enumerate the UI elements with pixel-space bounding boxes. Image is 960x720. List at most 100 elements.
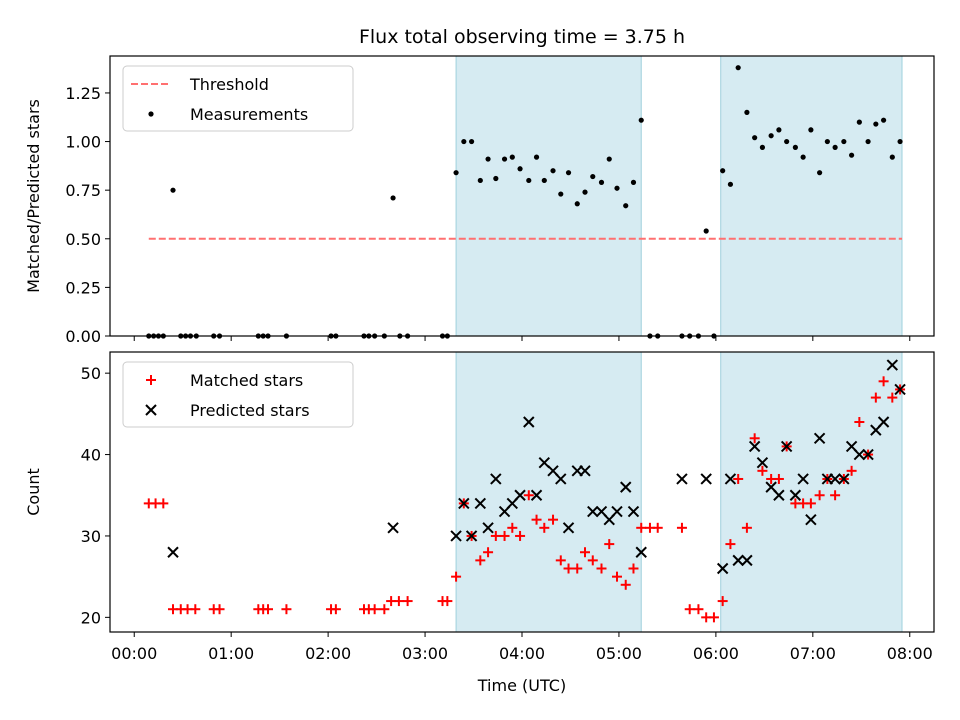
bottom-point-plus-74 [870, 392, 881, 403]
top-point-dot-34 [517, 166, 523, 172]
top-legend-label-1: Measurements [190, 105, 308, 124]
bottom-point-plus-23 [442, 596, 453, 607]
top-point-dot-49 [638, 117, 644, 123]
top-point-dot-68 [808, 127, 814, 133]
top-point-dot-32 [501, 156, 508, 162]
xtick-label-4: 04:00 [499, 644, 545, 663]
bottom-point-x-23 [620, 481, 632, 493]
bottom-point-x-26 [676, 473, 688, 485]
bottom-point-x-30 [732, 554, 744, 567]
top-point-dot-36 [533, 154, 540, 160]
top-point-dot-67 [800, 154, 806, 160]
bottom-point-x-27 [700, 473, 712, 485]
bottom-point-plus-62 [773, 473, 784, 484]
bottom-point-x-40 [813, 432, 826, 444]
legend-handle-matched [146, 375, 156, 385]
bottom-shaded-window-1 [720, 351, 903, 633]
bottom-point-plus-41 [587, 555, 598, 566]
bottom-point-plus-17 [369, 604, 380, 615]
top-point-dot-44 [598, 179, 605, 185]
top-legend-box [122, 65, 354, 132]
top-point-dot-62 [759, 144, 766, 150]
top-point-dot-79 [897, 138, 903, 145]
bottom-point-plus-14 [330, 604, 341, 615]
top-point-dot-30 [485, 156, 491, 162]
legend-handle-predicted [145, 404, 157, 416]
bottom-point-plus-33 [523, 490, 534, 501]
top-point-dot-35 [526, 177, 532, 184]
top-point-dot-45 [606, 156, 612, 162]
bottom-point-plus-29 [490, 530, 501, 541]
bottom-point-plus-47 [636, 522, 647, 533]
top-point-dot-29 [477, 177, 483, 184]
bottom-point-x-29 [724, 473, 737, 485]
bottom-point-x-37 [789, 489, 802, 501]
top-shaded-window-0 [455, 55, 642, 337]
bottom-point-x-5 [474, 497, 487, 510]
bottom-shaded-window-0 [455, 351, 642, 633]
bottom-point-x-12 [530, 489, 543, 501]
bottom-point-plus-50 [676, 522, 687, 533]
top-point-dot-47 [623, 203, 629, 209]
bottom-point-x-13 [538, 456, 551, 469]
top-point-dot-61 [752, 135, 758, 141]
top-point-dot-72 [841, 138, 847, 145]
bottom-point-x-28 [716, 562, 729, 575]
bottom-point-x-10 [514, 489, 526, 501]
xtick-label-1: 01:00 [208, 644, 254, 663]
top-point-dot-69 [817, 170, 823, 176]
top-legend: Threshold Measurements [122, 65, 354, 132]
top-point-dot-74 [856, 119, 862, 125]
xtick-label-7: 07:00 [790, 644, 836, 663]
bottom-point-plus-6 [190, 604, 201, 615]
bottom-point-plus-60 [757, 465, 768, 476]
bottom-point-plus-37 [555, 555, 566, 566]
bottom-point-plus-76 [887, 392, 898, 403]
bottom-point-x-0 [167, 546, 179, 558]
bottom-point-plus-40 [580, 547, 591, 558]
bottom-point-plus-2 [158, 498, 169, 509]
bottom-point-x-33 [756, 456, 769, 469]
bottom-point-plus-36 [548, 514, 559, 525]
top-panel: 0.00 0.25 0.50 0.75 1.00 1.25 Matched/Predicte… [24, 55, 935, 346]
chart-title: Flux total observing time = 3.75 h [359, 26, 685, 48]
bottom-point-x-36 [780, 440, 793, 453]
top-point-dot-63 [768, 133, 774, 139]
bottom-point-plus-18 [379, 604, 390, 615]
bottom-point-x-31 [741, 554, 753, 567]
xtick-label-6: 06:00 [693, 644, 739, 663]
bottom-point-plus-59 [749, 433, 760, 444]
top-point-dot-76 [873, 121, 879, 127]
bottom-point-x-7 [490, 473, 502, 485]
bottom-point-x-18 [579, 465, 591, 477]
bottom-point-x-42 [829, 473, 841, 485]
bottom-point-x-11 [523, 416, 535, 428]
bottom-ylabel: Count [24, 468, 43, 516]
bottom-point-plus-27 [475, 555, 486, 566]
top-ytick-label-0: 0.00 [65, 327, 101, 346]
bottom-point-x-46 [862, 448, 874, 461]
bottom-point-x-15 [555, 473, 567, 485]
top-point-dot-26 [453, 170, 459, 176]
bottom-legend-label-1: Predicted stars [190, 401, 310, 420]
top-point-dot-55 [703, 228, 709, 234]
xtick-label-8: 08:00 [887, 644, 933, 663]
xlabel: Time (UTC) [477, 676, 566, 695]
bottom-point-plus-35 [539, 522, 550, 533]
bottom-point-x-35 [773, 489, 785, 501]
top-point-dot-4 [170, 187, 176, 193]
top-point-dot-77 [880, 117, 887, 123]
bottom-point-x-49 [886, 359, 899, 371]
top-point-dot-28 [468, 138, 475, 145]
top-point-dot-46 [614, 185, 620, 191]
bottom-legend-label-0: Matched stars [190, 371, 303, 390]
bottom-point-x-25 [635, 546, 647, 558]
top-point-dot-73 [849, 152, 855, 158]
bottom-point-plus-20 [393, 596, 404, 607]
top-point-dot-66 [792, 144, 798, 150]
bottom-point-plus-57 [733, 473, 744, 484]
bottom-ytick-label-2: 40 [81, 446, 101, 465]
top-ytick-label-3: 0.75 [65, 181, 101, 200]
bottom-point-x-38 [797, 473, 809, 485]
bottom-point-plus-71 [846, 465, 857, 476]
